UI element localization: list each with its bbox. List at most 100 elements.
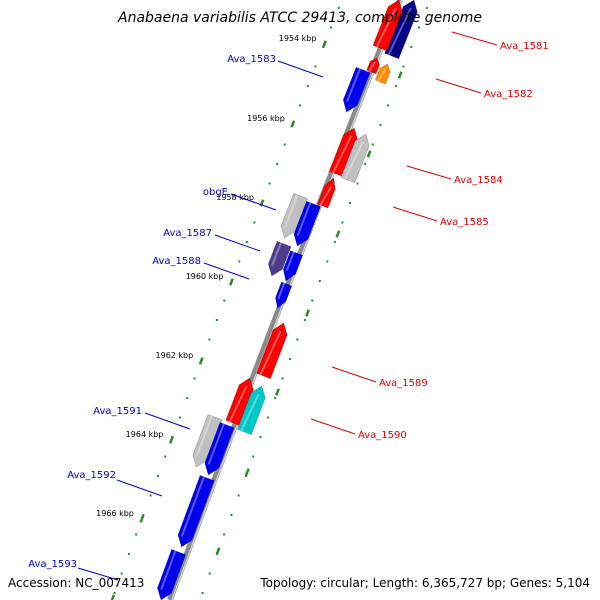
ring-dot: [266, 416, 269, 419]
ring-dot: [296, 338, 299, 341]
ring-dot: [276, 163, 279, 165]
tick-label: 1954 kbp: [279, 34, 317, 43]
ring-dot: [208, 338, 211, 341]
gene-highlight: [377, 68, 387, 82]
ring-dot: [306, 85, 309, 87]
map-title: Anabaena variabilis ATCC 29413, complete…: [117, 10, 482, 26]
gene-feature[interactable]: [256, 322, 288, 380]
gene-ava-1585[interactable]: [317, 177, 336, 209]
ring-dot: [245, 241, 248, 243]
gene-label-ava-1589[interactable]: Ava_1589: [379, 378, 428, 389]
gene-highlight: [343, 141, 364, 180]
gene-highlight: [346, 68, 361, 102]
gene-label-ava-1592[interactable]: Ava_1592: [67, 470, 116, 481]
ring-dot: [215, 319, 218, 321]
leader-line: [214, 234, 261, 252]
gene-label-ava-1581[interactable]: Ava_1581: [500, 41, 549, 52]
ring-dot: [311, 299, 314, 302]
gene-highlight: [180, 476, 205, 537]
tick-label: 1960 kbp: [186, 272, 224, 281]
ring-dot: [127, 553, 130, 555]
ring-dot: [337, 7, 340, 9]
leader-line: [451, 31, 498, 46]
tick-label: 1964 kbp: [126, 430, 164, 439]
gene-highlight: [271, 242, 282, 266]
ring-dot: [394, 85, 397, 87]
gene-feature[interactable]: [275, 281, 293, 309]
ring-dot: [410, 46, 413, 48]
gene-ava-1587[interactable]: [267, 240, 292, 277]
ring-dot: [364, 163, 367, 165]
gene-ava-1583[interactable]: [342, 66, 371, 113]
ring-tick: [168, 436, 174, 444]
gene-feature[interactable]: [366, 57, 380, 75]
gene-ava-1592[interactable]: [177, 475, 215, 548]
gene-label-ava-1590[interactable]: Ava_1590: [358, 430, 407, 441]
leader-line: [406, 165, 452, 180]
gene-label-ava-1588[interactable]: Ava_1588: [152, 256, 201, 267]
gene-feature[interactable]: [293, 200, 321, 247]
gene-ava-1593[interactable]: [157, 549, 187, 600]
ring-dot: [208, 572, 211, 575]
ring-tick: [275, 388, 280, 396]
inner-dotted-ring: [110, 7, 340, 600]
gene-feature[interactable]: [204, 422, 235, 476]
gene-ava-1584[interactable]: [340, 133, 370, 184]
ring-tick: [228, 278, 234, 286]
gene-label-ava-1583[interactable]: Ava_1583: [227, 54, 276, 65]
ring-dot: [318, 280, 321, 282]
gene-feature[interactable]: [372, 0, 403, 52]
ring-tick: [110, 594, 116, 600]
tick-label: 1966 kbp: [96, 509, 134, 518]
ring-dot: [356, 182, 359, 185]
ring-dot: [156, 475, 159, 477]
ring-dot: [387, 104, 390, 107]
gene-label-ava-1584[interactable]: Ava_1584: [454, 175, 503, 186]
ring-dot: [418, 26, 421, 29]
ring-tick: [290, 120, 296, 128]
ring-dot: [288, 358, 291, 360]
ring-tick: [215, 547, 221, 555]
gene-label-ava-1587[interactable]: Ava_1587: [163, 228, 212, 239]
gene-ava-1591[interactable]: [192, 414, 223, 468]
gene-label-ava-1582[interactable]: Ava_1582: [484, 89, 533, 100]
gene-label-obge[interactable]: obgE: [203, 187, 228, 198]
ring-dot: [253, 221, 256, 224]
gene-feature[interactable]: [328, 127, 358, 178]
ring-dot: [252, 455, 255, 458]
ring-dot: [149, 494, 152, 497]
gene-highlight: [375, 7, 397, 48]
ring-dot: [283, 143, 286, 146]
ring-tick: [305, 309, 310, 317]
ring-dot: [371, 143, 374, 146]
ring-dot: [348, 202, 351, 204]
gene-features: [157, 0, 418, 600]
leader-line: [203, 262, 250, 280]
accession-text: Accession: NC_007413: [8, 576, 144, 590]
ring-dot: [237, 494, 240, 497]
ring-tick: [366, 150, 372, 158]
gene-obge[interactable]: [280, 192, 309, 239]
gene-ava-1582[interactable]: [374, 63, 391, 85]
ring-dot: [238, 260, 241, 263]
gene-label-ava-1591[interactable]: Ava_1591: [93, 406, 142, 417]
ring-dot: [268, 182, 271, 185]
gene-highlight: [332, 135, 353, 174]
gene-label-ava-1593[interactable]: Ava_1593: [28, 559, 77, 570]
gene-ava-1590[interactable]: [237, 385, 266, 435]
ring-dot: [142, 514, 145, 516]
ring-dot: [274, 397, 277, 399]
gene-ava-1588[interactable]: [282, 250, 303, 282]
ring-dot: [178, 416, 181, 419]
ring-dot: [164, 455, 167, 458]
ring-dot: [186, 397, 189, 399]
gene-ava-1589[interactable]: [225, 377, 254, 427]
ring-dot: [379, 124, 382, 126]
backbone-highlight: [171, 0, 403, 600]
ring-dot: [333, 241, 336, 243]
ring-dot: [113, 592, 116, 594]
ring-dot: [303, 319, 306, 321]
gene-label-ava-1585[interactable]: Ava_1585: [440, 217, 489, 228]
ring-dot: [326, 260, 329, 263]
